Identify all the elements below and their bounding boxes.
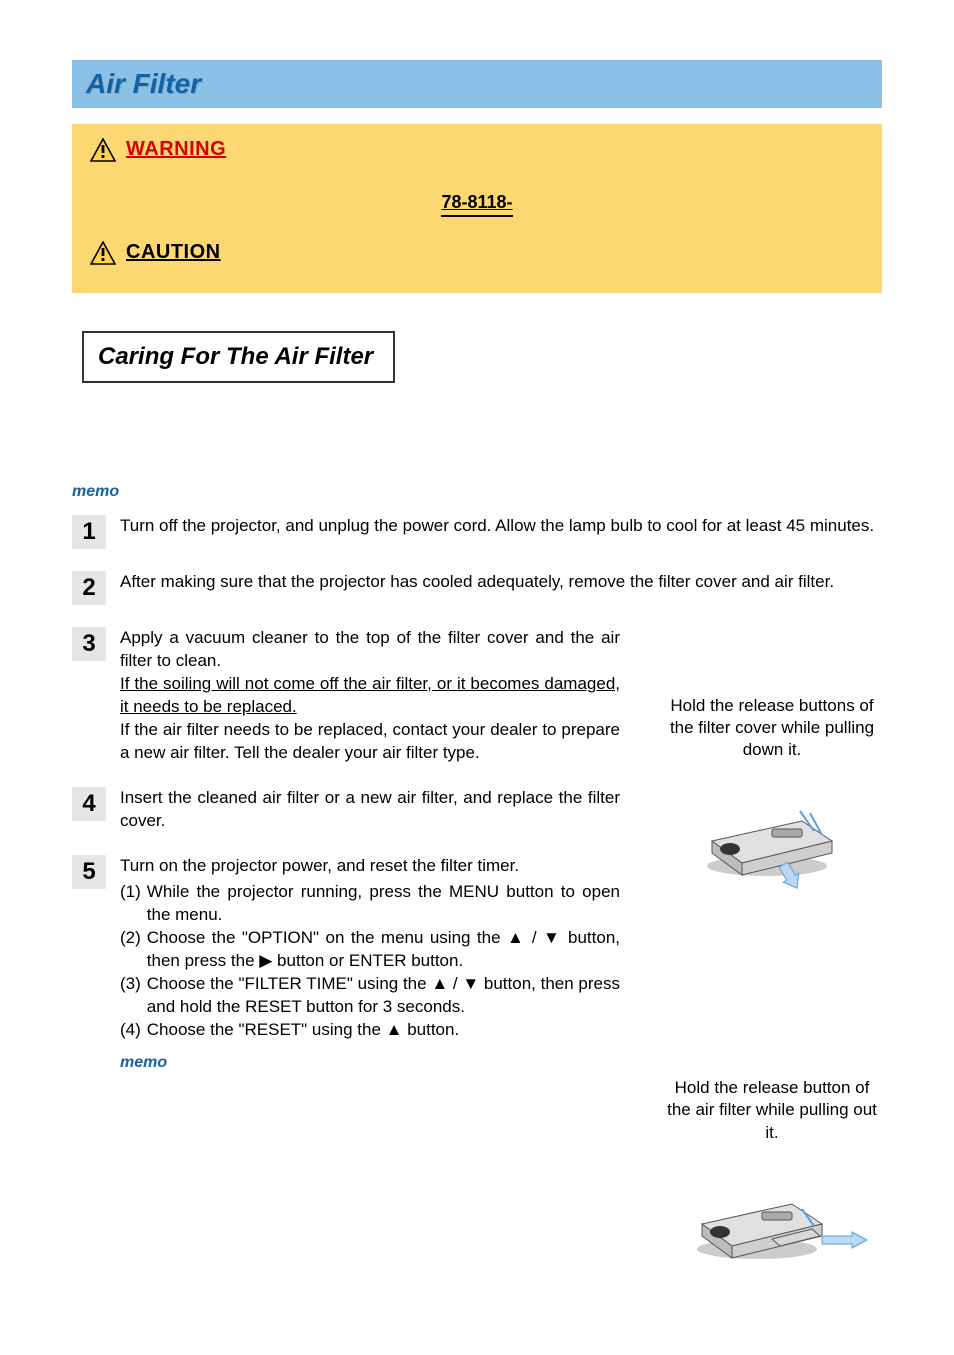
figure-caption-1: Hold the release buttons of the filter c… — [662, 695, 882, 761]
step-3-line1: Apply a vacuum cleaner to the top of the… — [120, 628, 620, 670]
step-text: Turn on the projector power, and reset t… — [120, 855, 620, 1088]
substep: (2) Choose the "OPTION" on the menu usin… — [120, 927, 620, 973]
step-number: 5 — [72, 855, 106, 889]
step-row: 2 After making sure that the projector h… — [72, 571, 882, 605]
section-heading: Caring For The Air Filter — [82, 331, 395, 383]
substep: (3) Choose the "FILTER TIME" using the ▲… — [120, 973, 620, 1019]
warning-box: WARNING 78-8118- CAUTION — [72, 124, 882, 293]
warning-label: WARNING — [126, 138, 226, 161]
step-number: 2 — [72, 571, 106, 605]
memo-label-bottom: memo — [120, 1052, 620, 1074]
step-3-line3: If the air filter needs to be replaced, … — [120, 720, 620, 762]
substep-text: Choose the "RESET" using the ▲ button. — [147, 1019, 459, 1042]
substep-index: (4) — [120, 1019, 141, 1042]
substep-index: (3) — [120, 973, 141, 1019]
substep-text: Choose the "FILTER TIME" using the ▲ / ▼… — [147, 973, 620, 1019]
step-number: 3 — [72, 627, 106, 661]
caution-triangle-icon — [90, 241, 116, 265]
step-3-underlined: If the soiling will not come off the air… — [120, 674, 620, 716]
caution-label: CAUTION — [126, 241, 221, 264]
right-figure-column: Hold the release buttons of the filter c… — [662, 695, 882, 1280]
warning-triangle-icon — [90, 138, 116, 162]
step-number: 4 — [72, 787, 106, 821]
title-bar: Air Filter — [72, 60, 882, 108]
substep: (1) While the projector running, press t… — [120, 881, 620, 927]
substep: (4) Choose the "RESET" using the ▲ butto… — [120, 1019, 620, 1042]
step-row: 1 Turn off the projector, and unplug the… — [72, 515, 882, 549]
step-5-intro: Turn on the projector power, and reset t… — [120, 856, 519, 875]
part-number-row: 78-8118- — [90, 192, 864, 217]
step-number: 1 — [72, 515, 106, 549]
step-text: Insert the cleaned air filter or a new a… — [120, 787, 620, 833]
step-text: Apply a vacuum cleaner to the top of the… — [120, 627, 620, 765]
substep-text: While the projector running, press the M… — [147, 881, 620, 927]
substep-index: (1) — [120, 881, 141, 927]
figure-caption-2: Hold the release button of the air filte… — [662, 1077, 882, 1143]
step-text: Turn off the projector, and unplug the p… — [120, 515, 874, 538]
projector-figure-1 — [662, 771, 882, 897]
part-number: 78-8118- — [441, 192, 512, 217]
steps-container: 1 Turn off the projector, and unplug the… — [72, 515, 882, 1088]
page-title: Air Filter — [86, 68, 868, 100]
memo-label-top: memo — [72, 483, 882, 501]
substep-text: Choose the "OPTION" on the menu using th… — [147, 927, 620, 973]
projector-figure-2 — [662, 1154, 882, 1280]
step-text: After making sure that the projector has… — [120, 571, 834, 594]
projector-icon — [707, 811, 832, 891]
substep-index: (2) — [120, 927, 141, 973]
projector-icon — [697, 1204, 867, 1259]
